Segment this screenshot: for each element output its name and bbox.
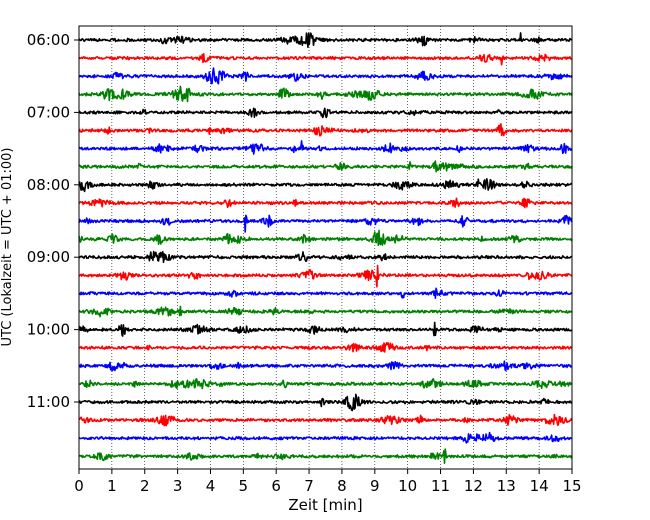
trace-0830 — [78, 214, 573, 233]
trace-0730 — [78, 140, 573, 155]
trace-0800 — [78, 178, 573, 193]
y-tick-label-0700: 07:00 — [27, 103, 70, 121]
x-tick-label-0: 0 — [74, 477, 84, 495]
y-tick-label-1100: 11:00 — [27, 393, 70, 411]
x-tick-label-10: 10 — [398, 477, 417, 495]
trace-0700 — [78, 107, 573, 119]
x-tick-label-4: 4 — [206, 477, 216, 495]
trace-0715 — [78, 123, 573, 137]
x-tick-label-8: 8 — [337, 477, 347, 495]
x-tick-label-14: 14 — [530, 477, 549, 495]
x-tick-label-2: 2 — [140, 477, 150, 495]
y-tick-label-0900: 09:00 — [27, 248, 70, 266]
y-axis-title: UTC (Lokalzeit = UTC + 01:00) — [0, 148, 15, 347]
x-tick-label-1: 1 — [107, 477, 117, 495]
trace-0900 — [78, 250, 573, 264]
trace-0815 — [78, 197, 573, 209]
x-tick-label-6: 6 — [271, 477, 281, 495]
x-tick-label-15: 15 — [562, 477, 581, 495]
x-tick-label-7: 7 — [304, 477, 314, 495]
trace-0945 — [78, 305, 573, 318]
x-axis-ticks: 0 1 2 3 4 5 6 7 8 9 10 11 12 13 14 15 — [74, 469, 582, 495]
x-tick-label-11: 11 — [431, 477, 450, 495]
seismic-traces — [78, 32, 573, 465]
x-tick-label-13: 13 — [497, 477, 516, 495]
y-tick-label-1000: 10:00 — [27, 321, 70, 339]
trace-1030 — [78, 360, 573, 372]
y-tick-label-0800: 08:00 — [27, 176, 70, 194]
trace-0915 — [78, 264, 573, 288]
x-tick-label-9: 9 — [370, 477, 380, 495]
trace-1145 — [78, 448, 573, 465]
trace-0630 — [78, 67, 573, 85]
trace-0930 — [78, 287, 573, 300]
trace-1130 — [78, 431, 573, 444]
plot-frame — [78, 25, 573, 470]
trace-1115 — [78, 413, 573, 427]
trace-0615 — [78, 52, 573, 66]
trace-1000 — [78, 321, 573, 337]
trace-1045 — [78, 378, 573, 390]
x-tick-label-5: 5 — [239, 477, 249, 495]
trace-1015 — [78, 342, 573, 353]
x-axis-title: Zeit [min] — [288, 496, 362, 514]
trace-0645 — [78, 85, 573, 103]
x-tick-label-3: 3 — [173, 477, 183, 495]
trace-0600 — [78, 32, 573, 48]
trace-0745 — [78, 160, 573, 173]
y-axis-ticks: 06:00 07:00 08:00 09:00 10:00 11:00 — [27, 31, 79, 411]
x-tick-label-12: 12 — [464, 477, 483, 495]
trace-0845 — [78, 229, 573, 246]
y-tick-label-0600: 06:00 — [27, 31, 70, 49]
trace-1100 — [78, 393, 573, 412]
